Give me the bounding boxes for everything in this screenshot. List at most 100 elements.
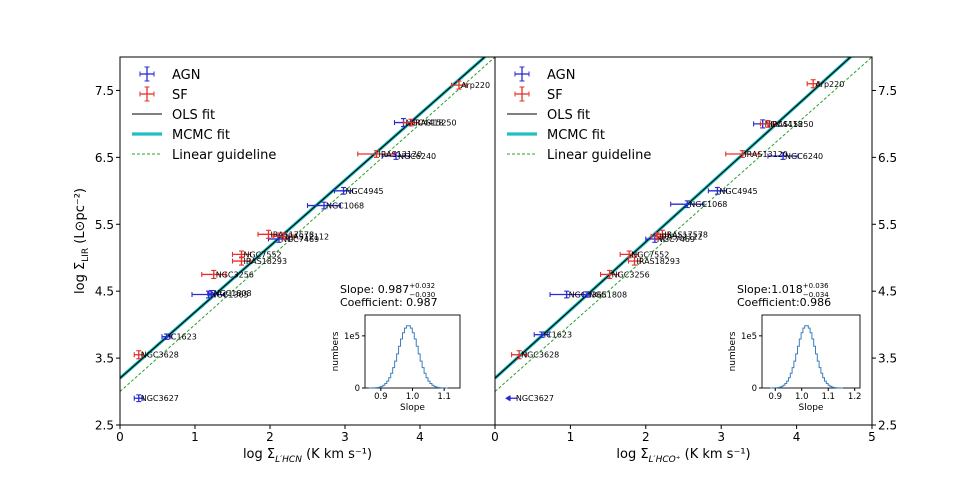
y-tick-label: 2.5	[95, 419, 114, 433]
point-label: NGC1068	[326, 202, 364, 211]
data-point-ngc1068: NGC1068	[306, 202, 364, 211]
series-sf: NGC3628NGC3256IRAS18293NGC7552IRAS17578I…	[133, 80, 490, 360]
x-axis-label: log ΣL′HCO⁺ (K km s⁻¹)	[616, 447, 750, 465]
y-tick-label: 6.5	[95, 151, 114, 165]
y-tick-label: 4.5	[878, 285, 897, 299]
point-label: IRAS12112	[659, 232, 703, 241]
data-point-arp220: Arp220	[450, 80, 490, 90]
y-tick-label: 4.5	[95, 285, 114, 299]
inset-x-tick-label: 1.2	[848, 392, 862, 402]
point-label: IRAS12112	[286, 232, 330, 241]
point-label: IRAS13120	[379, 150, 423, 159]
inset-x-tick-label: 1.0	[795, 392, 809, 402]
point-label: NGC3627	[141, 394, 179, 403]
point-label: NGC4418	[765, 120, 803, 129]
point-label: Arp220	[461, 81, 490, 90]
slope-err-up: +0.036	[803, 282, 829, 290]
legend-label: AGN	[547, 68, 575, 83]
legend-item: OLS fit	[507, 108, 590, 123]
x-tick-label: 1	[191, 430, 199, 444]
point-label: IC1623	[544, 331, 572, 340]
point-label: IRAS18293	[636, 257, 680, 266]
legend-label: Linear guideline	[172, 148, 276, 163]
y-tick-label: 3.5	[878, 352, 897, 366]
coefficient-text: Coefficient: 0.987	[340, 296, 438, 309]
inset-x-tick-label: 1.1	[437, 392, 451, 402]
point-label: NGC4418	[406, 119, 444, 128]
slope-err-down: −0.030	[409, 291, 435, 299]
legend-item: AGN	[514, 66, 575, 83]
point-label: NGC7469	[657, 235, 695, 244]
x-tick-label: 3	[341, 430, 349, 444]
slope-value: 0.987	[378, 283, 410, 296]
x-tick-label: 4	[416, 430, 424, 444]
ols-fit-line	[120, 57, 486, 379]
slope-prefix: Slope:	[737, 283, 771, 296]
inset-y-tick-label: 0	[355, 384, 360, 394]
data-point-ngc3256: NGC3256	[201, 269, 254, 279]
inset-frame	[364, 314, 461, 389]
data-point-ngc3628: NGC3628	[511, 350, 559, 360]
data-point-ngc1808: NGC1808	[582, 291, 627, 300]
inset-x-label: Slope	[400, 403, 425, 413]
coefficient-text: Coefficient:0.986	[737, 296, 831, 309]
ols-fit-line	[495, 57, 852, 379]
data-point-iras12112: IRAS12112	[272, 232, 330, 241]
data-point-ic1623: IC1623	[533, 331, 572, 340]
arrow-head	[505, 395, 511, 402]
x-axis-label-sub: L′HCN	[275, 455, 302, 465]
point-label: Arp220	[815, 80, 844, 89]
data-point-ngc1365: NGC1365	[191, 291, 249, 300]
inset-y-label: numbers	[728, 331, 738, 371]
legend: AGN SF OLS fit MCMC fit Linear guideline	[132, 66, 276, 163]
inset-x-tick-label: 0.9	[374, 392, 388, 402]
legend-label: OLS fit	[172, 108, 215, 123]
y-tick-label: 7.5	[878, 84, 897, 98]
point-label: NGC3256	[216, 270, 254, 279]
series-sf: NGC3628NGC3256IRAS18293NGC7552IRAS17578I…	[511, 79, 844, 360]
data-point-iras15250: IRAS15250	[402, 119, 457, 128]
legend-label: MCMC fit	[172, 128, 230, 143]
legend-label: Linear guideline	[547, 148, 651, 163]
plot-frame	[494, 56, 873, 426]
x-tick-label: 2	[642, 430, 650, 444]
x-tick-label: 4	[793, 430, 801, 444]
x-axis-label-main: log Σ	[616, 447, 648, 462]
fit-lines	[120, 57, 495, 392]
point-label: NGC3628	[141, 351, 179, 360]
y-axis-label-unit: (L⊙pc⁻²)	[73, 188, 88, 248]
y-axis-label-sub: LIR	[81, 248, 91, 262]
legend-label: AGN	[172, 68, 200, 83]
legend-item: Linear guideline	[507, 148, 651, 163]
x-axis-label-unit: (K km s⁻¹)	[681, 447, 751, 462]
point-label: NGC6240	[785, 152, 823, 161]
x-tick-label: 2	[266, 430, 274, 444]
point-label: NGC1365	[211, 291, 249, 300]
point-label: NGC1808	[214, 289, 252, 298]
point-label: NGC4945	[346, 187, 384, 196]
point-label: NGC3256	[612, 270, 650, 279]
legend-label: SF	[172, 88, 188, 103]
point-label: NGC7552	[244, 250, 282, 259]
data-point-ngc1808: NGC1808	[207, 289, 252, 298]
inset-y-tick-label: 1e5	[741, 332, 757, 342]
x-tick-label: 3	[717, 430, 725, 444]
data-point-iras13120: IRAS13120	[357, 150, 423, 159]
x-axis-label-unit: (K km s⁻¹)	[302, 447, 372, 462]
fit-lines	[495, 57, 872, 392]
legend-label: SF	[547, 88, 563, 103]
guideline-line	[495, 57, 872, 392]
x-tick-label: 1	[567, 430, 575, 444]
legend-item: MCMC fit	[132, 128, 230, 143]
point-label: NGC3627	[516, 394, 554, 403]
data-point-ngc1068: NGC1068	[670, 200, 727, 209]
y-tick-label: 5.5	[95, 218, 114, 232]
y-axis-label-main: log Σ	[73, 262, 88, 294]
inset-x-tick-label: 0.9	[768, 392, 782, 402]
inset-histogram: 0.9 1.0 1.1 0 1e5 Slope numbers	[331, 314, 461, 413]
point-label: NGC1808	[589, 291, 627, 300]
inset-histogram: 0.9 1.0 1.1 1.2 0 1e5 Slope numbers	[728, 314, 862, 413]
inset-frame	[761, 314, 861, 389]
